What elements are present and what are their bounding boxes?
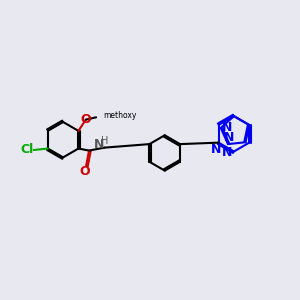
Text: N: N — [222, 121, 232, 134]
Text: N: N — [224, 131, 234, 144]
Text: N: N — [222, 146, 233, 159]
Text: H: H — [101, 136, 109, 146]
Text: O: O — [80, 165, 90, 178]
Text: methoxy: methoxy — [103, 111, 136, 120]
Text: N: N — [94, 138, 104, 151]
Text: O: O — [80, 113, 91, 126]
Text: Cl: Cl — [21, 143, 34, 156]
Text: N: N — [212, 142, 222, 156]
